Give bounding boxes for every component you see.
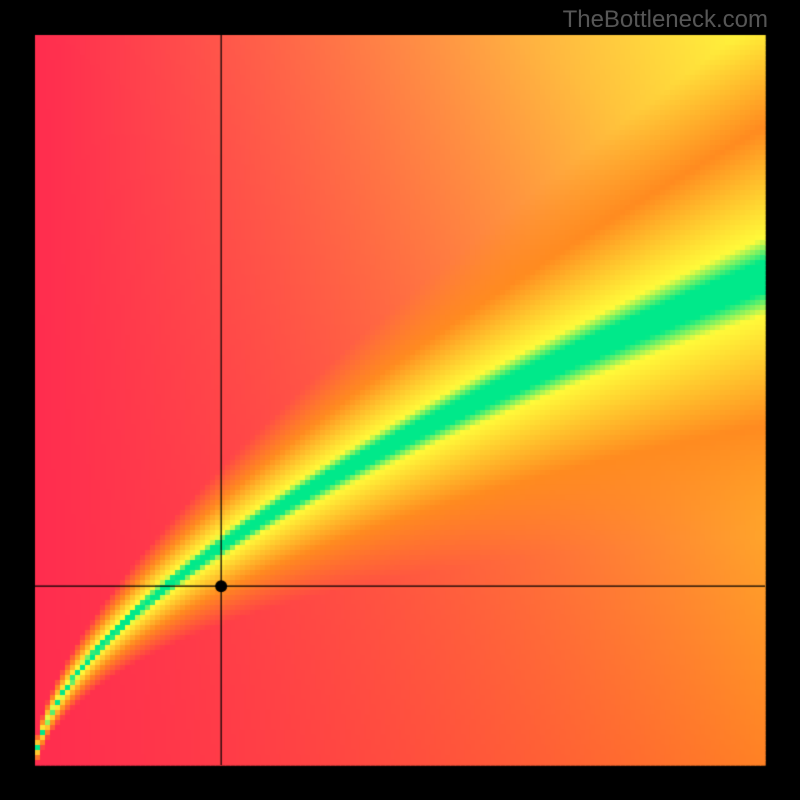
- bottleneck-heatmap: [0, 0, 800, 800]
- watermark-text: TheBottleneck.com: [563, 6, 768, 34]
